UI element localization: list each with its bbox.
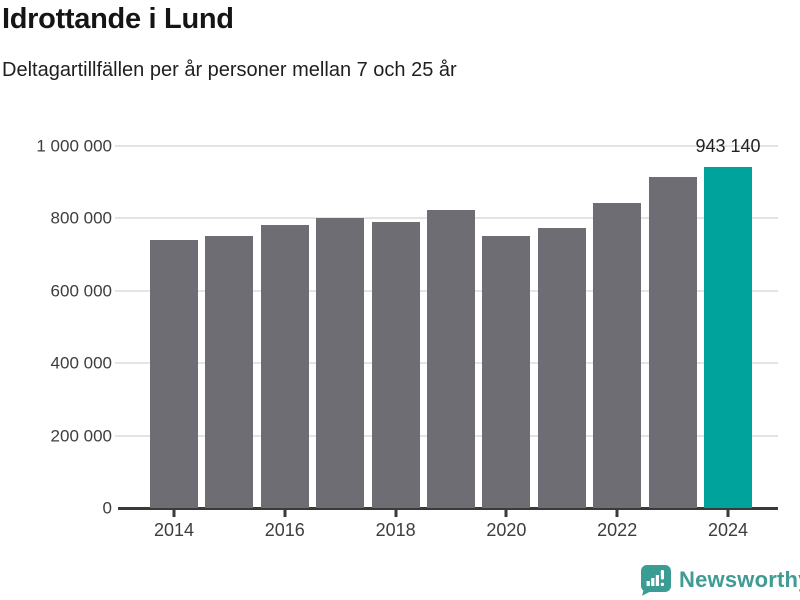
x-tick-mark	[726, 510, 730, 517]
bar-2023	[648, 176, 697, 508]
chart-title: Idrottande i Lund	[2, 3, 234, 35]
bar-2024	[704, 166, 752, 508]
y-tick-mark	[115, 362, 128, 365]
y-tick-mark	[115, 217, 128, 220]
newsworthy-bar-chart-bubble-icon	[641, 565, 671, 596]
y-tick-mark	[115, 434, 128, 437]
bar-2022	[593, 203, 642, 508]
newsworthy-brand-text: Newsworthy	[679, 567, 800, 592]
y-axis-label: 200 000	[50, 426, 112, 446]
bar-2020	[482, 236, 531, 508]
plot-area: 0 200 000 400 000 600 000 800 000 1 000 000 20…	[36, 136, 778, 540]
x-axis-line	[118, 507, 778, 510]
x-axis-label: 2020	[486, 520, 527, 540]
x-axis-label: 2022	[597, 520, 638, 540]
x-tick-mark	[394, 510, 398, 517]
bar-2014	[150, 240, 198, 508]
gridline-1000000	[128, 145, 778, 147]
value-label-2024: 943 140	[695, 136, 761, 156]
y-axis-label: 1 000 000	[36, 136, 112, 156]
bar-2019	[427, 210, 475, 508]
x-tick-mark	[504, 510, 508, 517]
bar-2016	[260, 225, 309, 508]
y-axis-label: 600 000	[50, 281, 112, 301]
y-axis-label: 800 000	[50, 208, 112, 228]
bar-2018	[371, 222, 420, 508]
bar-2015	[205, 236, 254, 508]
x-tick-mark	[615, 510, 619, 517]
y-axis-label: 400 000	[50, 353, 112, 373]
x-axis-label: 2014	[153, 520, 195, 540]
y-axis-label: 0	[102, 498, 112, 518]
x-tick-mark	[172, 510, 176, 517]
bar-2017	[316, 218, 365, 508]
x-axis-label: 2018	[375, 520, 416, 540]
chart-subtitle: Deltagartillfällen per år personer mella…	[2, 59, 457, 81]
bar-2021	[537, 228, 586, 508]
y-tick-mark	[115, 145, 128, 147]
y-tick-mark	[115, 289, 128, 292]
x-axis-label: 2024	[707, 520, 749, 540]
x-tick-mark	[283, 510, 287, 517]
x-axis-label: 2016	[264, 520, 305, 540]
newsworthy-logo[interactable]: Newsworthy	[640, 564, 800, 596]
